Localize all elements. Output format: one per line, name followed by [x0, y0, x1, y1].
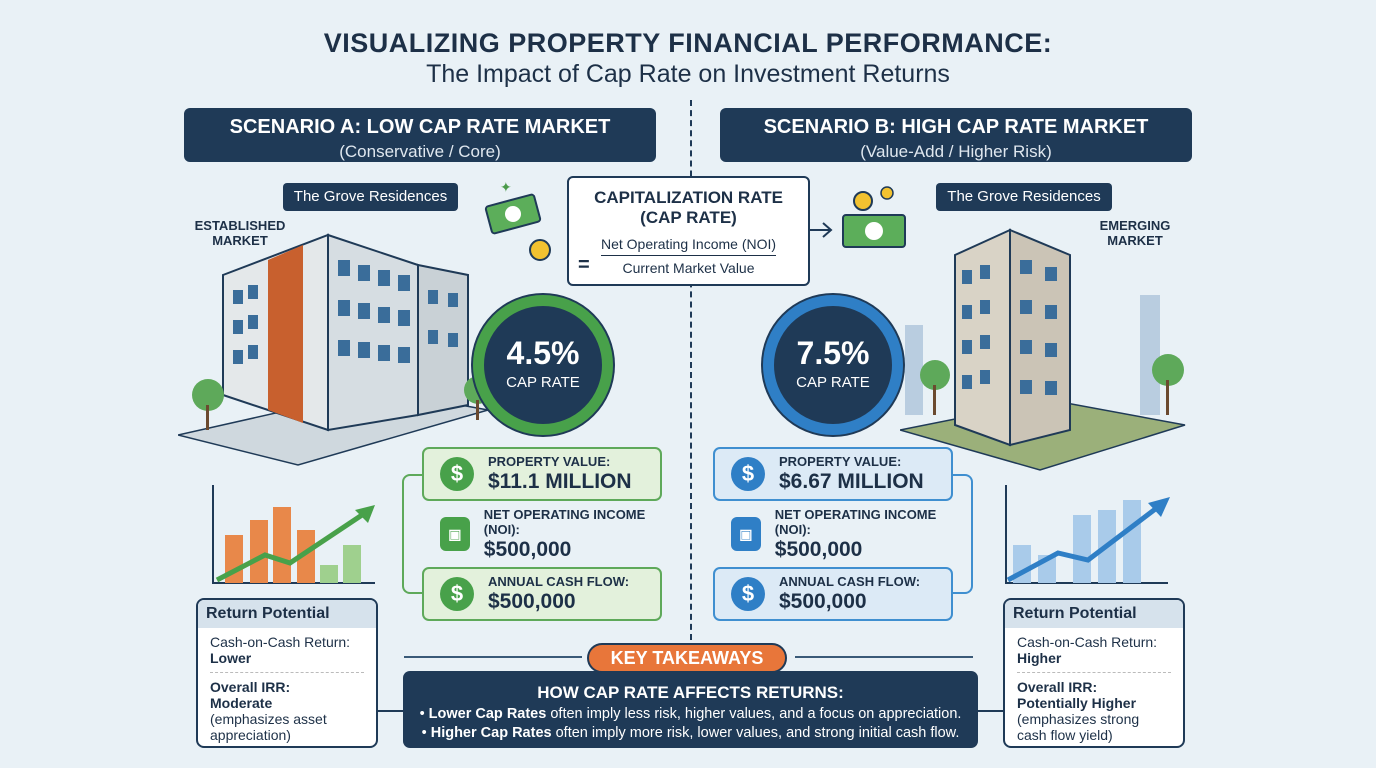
- banknote-icon: ▣: [440, 517, 470, 551]
- market-label-b: EMERGING MARKET: [1090, 218, 1180, 248]
- takeaway-1: • Lower Cap Rates often imply less risk,…: [419, 706, 962, 722]
- metric-card-a-1: ▣ NET OPERATING INCOME (NOI): $500,000: [422, 507, 662, 561]
- metric-card-b-2: $ ANNUAL CASH FLOW: $500,000: [713, 567, 953, 621]
- scenario-a-header: SCENARIO A: LOW CAP RATE MARKET (Conserv…: [184, 108, 656, 162]
- cap-rate-gauge-a: 4.5% CAP RATE: [473, 295, 613, 435]
- metric-value: $500,000: [774, 537, 863, 561]
- market-label-a: ESTABLISHED MARKET: [185, 218, 295, 248]
- metric-value: $500,000: [779, 590, 867, 613]
- takeaway-2-bold: Higher Cap Rates: [430, 725, 552, 741]
- takeaway-2-text: often imply more risk, lower values, and…: [551, 725, 960, 741]
- market-b-1: EMERGING: [1099, 218, 1171, 233]
- takeaways-heading: HOW CAP RATE AFFECTS RETURNS:: [537, 683, 844, 702]
- metric-label: ANNUAL CASH FLOW:: [488, 574, 630, 589]
- takeaways-box: HOW CAP RATE AFFECTS RETURNS: • Lower Ca…: [403, 671, 978, 748]
- page-subtitle: The Impact of Cap Rate on Investment Ret…: [426, 60, 950, 88]
- metric-label: PROPERTY VALUE:: [779, 454, 902, 469]
- takeaway-1-text: often imply less risk, higher values, an…: [546, 706, 962, 722]
- arrow-right: [795, 656, 973, 658]
- cap-rate-value-b: 7.5%: [796, 335, 870, 371]
- connector-a: [378, 710, 403, 712]
- dollar-icon: $: [440, 457, 474, 491]
- svg-text:✦: ✦: [500, 180, 512, 195]
- coc-value-a: Lower: [210, 650, 252, 666]
- building-b-illustration: [900, 228, 1186, 471]
- bracket-b: [953, 474, 973, 594]
- cap-rate-label-a: CAP RATE: [506, 374, 580, 391]
- equals-sign: =: [578, 254, 590, 276]
- dollar-icon: $: [440, 577, 474, 611]
- metric-value: $6.67 MILLION: [779, 470, 924, 493]
- scenario-a-heading: SCENARIO A: LOW CAP RATE MARKET: [229, 116, 611, 138]
- key-takeaways-pill: KEY TAKEAWAYS: [587, 643, 787, 673]
- metric-value: $500,000: [488, 590, 576, 613]
- return-heading-b: Return Potential: [1005, 600, 1183, 628]
- property-label-a: The Grove Residences: [283, 183, 458, 211]
- property-label-b: The Grove Residences: [936, 183, 1112, 211]
- irr-note-a: (emphasizes asset appreciation): [210, 711, 327, 743]
- metric-card-a-0: $ PROPERTY VALUE: $11.1 MILLION: [422, 447, 662, 501]
- cap-rate-value-a: 4.5%: [506, 335, 580, 371]
- scenario-b-header: SCENARIO B: HIGH CAP RATE MARKET (Value-…: [720, 108, 1192, 162]
- irr-label-b: Overall IRR:: [1017, 679, 1098, 695]
- cap-rate-formula: CAPITALIZATION RATE (CAP RATE) Net Operat…: [567, 176, 810, 286]
- banknote-icon: ▣: [731, 517, 761, 551]
- center-divider: [690, 100, 692, 640]
- metric-value: $11.1 MILLION: [488, 470, 632, 493]
- takeaway-1-bold: Lower Cap Rates: [428, 706, 547, 722]
- building-a-illustration: [178, 233, 492, 466]
- irr-value-b: Potentially Higher: [1017, 695, 1137, 711]
- trend-chart-a: [212, 485, 375, 584]
- market-b-2: MARKET: [1107, 233, 1163, 248]
- irr-value-a: Moderate: [210, 695, 273, 711]
- metric-card-a-2: $ ANNUAL CASH FLOW: $500,000: [422, 567, 662, 621]
- money-icon-right: [810, 186, 906, 248]
- metric-label: PROPERTY VALUE:: [488, 454, 611, 469]
- metric-label: ANNUAL CASH FLOW:: [779, 574, 921, 589]
- dollar-icon: $: [731, 457, 765, 491]
- metric-card-b-0: $ PROPERTY VALUE: $6.67 MILLION: [713, 447, 953, 501]
- scenario-b-heading: SCENARIO B: HIGH CAP RATE MARKET: [763, 116, 1149, 138]
- formula-title-2: (CAP RATE): [640, 208, 737, 227]
- coc-label-a: Cash-on-Cash Return:: [210, 634, 351, 650]
- money-icon-left: ✦: [484, 180, 551, 261]
- scenario-a-sub: (Conservative / Core): [339, 142, 501, 161]
- takeaway-2: • Higher Cap Rates often imply more risk…: [421, 725, 960, 741]
- market-a-2: MARKET: [212, 233, 268, 248]
- page-title: VISUALIZING PROPERTY FINANCIAL PERFORMAN…: [323, 28, 1053, 58]
- metric-value: $500,000: [483, 537, 572, 561]
- irr-note-b: (emphasizes strong cash flow yield): [1017, 711, 1140, 743]
- formula-numerator: Net Operating Income (NOI): [600, 236, 777, 256]
- formula-title-1: CAPITALIZATION RATE: [594, 188, 783, 207]
- dollar-icon: $: [731, 577, 765, 611]
- bracket-a: [402, 474, 422, 594]
- return-potential-a: Return Potential Cash-on-Cash Return: Low…: [196, 598, 378, 748]
- cap-rate-gauge-b: 7.5% CAP RATE: [763, 295, 903, 435]
- return-heading-a: Return Potential: [198, 600, 376, 628]
- market-a-1: ESTABLISHED: [194, 218, 286, 233]
- connector-b: [978, 710, 1003, 712]
- coc-value-b: Higher: [1017, 650, 1062, 666]
- formula-denominator: Current Market Value: [622, 260, 755, 276]
- metric-label: NET OPERATING INCOME (NOI):: [483, 506, 646, 537]
- metric-card-b-1: ▣ NET OPERATING INCOME (NOI): $500,000: [713, 507, 953, 561]
- scenario-b-sub: (Value-Add / Higher Risk): [860, 142, 1052, 161]
- coc-label-b: Cash-on-Cash Return:: [1017, 634, 1158, 650]
- irr-label-a: Overall IRR:: [210, 679, 291, 695]
- trend-chart-b: [1005, 485, 1170, 584]
- arrow-left: [404, 656, 582, 658]
- cap-rate-label-b: CAP RATE: [796, 374, 870, 391]
- return-potential-b: Return Potential Cash-on-Cash Return: Hig…: [1003, 598, 1185, 748]
- metric-label: NET OPERATING INCOME (NOI):: [774, 506, 937, 537]
